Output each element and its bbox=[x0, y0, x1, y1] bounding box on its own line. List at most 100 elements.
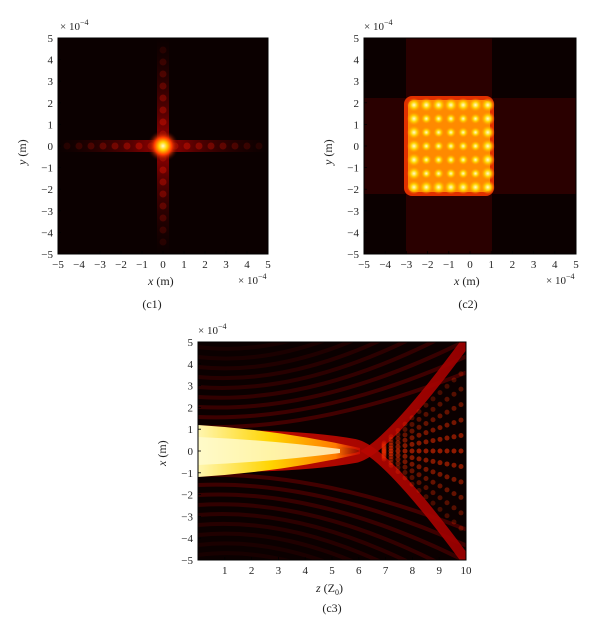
x-tick-label: −1 bbox=[136, 259, 148, 271]
x-tick-label: 4 bbox=[302, 565, 308, 577]
c3-lattice-dot bbox=[409, 461, 415, 467]
c3-lattice-dot bbox=[423, 466, 429, 472]
c3-lattice-dot bbox=[416, 448, 422, 454]
c2-x-exponent: × 10−4 bbox=[546, 272, 574, 287]
c2-maximum bbox=[407, 166, 421, 181]
c3-lattice-dot bbox=[402, 464, 408, 470]
c2-maximum bbox=[480, 139, 495, 154]
c3-lattice-dot bbox=[458, 448, 464, 454]
c3-lattice-dot bbox=[416, 409, 422, 414]
x-tick-label: 5 bbox=[329, 565, 335, 577]
c2-maximum bbox=[445, 126, 457, 138]
c3-lattice-dot bbox=[416, 456, 422, 462]
y-tick-label: 1 bbox=[354, 119, 360, 131]
c1-y-ticks: 5 4 3 2 1 0 −1 −2 −3 −4 −5 bbox=[41, 33, 61, 261]
c2-maximum bbox=[480, 98, 495, 112]
c3-lattice-dot bbox=[395, 427, 401, 433]
c3-lattice-dot bbox=[458, 525, 464, 531]
c3-lattice-dot bbox=[388, 442, 394, 448]
c1-lobe-dot bbox=[159, 202, 167, 210]
y-tick-label: 3 bbox=[48, 76, 54, 88]
c3-fringe bbox=[198, 342, 327, 361]
chart-c1: −5 −4 −3 −2 −1 0 1 2 3 4 5 5 4 3 2 1 0 −1 −2 −3 −4 −5 × 10−4… bbox=[15, 18, 271, 311]
c1-y-exponent: × 10−4 bbox=[60, 18, 88, 33]
c2-maximum bbox=[433, 113, 445, 125]
c3-lattice-dot bbox=[430, 396, 436, 402]
c1-lobe-dot bbox=[87, 142, 95, 150]
c2-maximum bbox=[407, 98, 421, 112]
x-tick-label: −2 bbox=[115, 259, 127, 271]
x-tick-label: 8 bbox=[410, 565, 416, 577]
c1-x-label: x (m) bbox=[147, 274, 174, 288]
c2-maximum bbox=[457, 168, 469, 179]
c3-fringe bbox=[198, 551, 293, 560]
c3-y-label: x (m) bbox=[155, 440, 169, 467]
c1-lobe-dot bbox=[159, 82, 167, 90]
c3-lattice-dot bbox=[381, 448, 387, 454]
c3-lattice-dot bbox=[381, 440, 387, 446]
c2-x-ticks: −5 −4 −3 −2 −1 0 1 2 3 4 5 bbox=[358, 251, 579, 271]
c3-lattice-dot bbox=[423, 457, 429, 463]
x-tick-label: 4 bbox=[552, 259, 558, 271]
c3-lattice-dot bbox=[416, 432, 422, 438]
c1-lobe-dot bbox=[75, 142, 83, 150]
x-tick-label: 1 bbox=[222, 565, 228, 577]
c3-fringe bbox=[198, 342, 382, 381]
c1-lobe-dot bbox=[159, 190, 167, 198]
y-tick-label: 4 bbox=[188, 359, 194, 371]
x-tick-label: 6 bbox=[356, 565, 362, 577]
c3-lattice-dot bbox=[416, 480, 422, 486]
c3-lattice-dot bbox=[444, 487, 450, 493]
c3-lattice-dot bbox=[458, 463, 464, 469]
c2-maximum bbox=[457, 140, 469, 152]
c3-lattice-dot bbox=[430, 500, 436, 506]
c3-lattice-dot bbox=[437, 413, 443, 419]
c3-lattice-dot bbox=[381, 456, 387, 462]
c3-lattice-dot bbox=[409, 468, 415, 474]
c3-lattice-dot bbox=[437, 425, 443, 431]
y-tick-label: −5 bbox=[347, 249, 359, 261]
c1-lobe-dot bbox=[63, 142, 71, 150]
x-tick-label: 1 bbox=[488, 259, 494, 271]
c3-lattice-dot bbox=[458, 494, 464, 500]
c2-maximum bbox=[445, 140, 457, 152]
y-tick-label: 2 bbox=[354, 98, 360, 110]
c3-lattice-dot bbox=[437, 448, 443, 454]
c3-lattice-dot bbox=[423, 448, 429, 454]
c2-maximum bbox=[470, 140, 481, 152]
c1-lobe-dot bbox=[111, 142, 119, 150]
c3-lattice-dot bbox=[395, 452, 401, 458]
c1-lobe-dot bbox=[159, 178, 167, 186]
c2-maximum bbox=[456, 98, 471, 112]
c3-lattice-dot bbox=[388, 439, 394, 445]
c3-lattice-dot bbox=[409, 481, 415, 487]
c3-lattice-dot bbox=[444, 383, 450, 389]
c2-maxima-grid bbox=[407, 98, 495, 195]
y-tick-label: 0 bbox=[354, 141, 360, 153]
c2-y-ticks: 5 4 3 2 1 0 −1 −2 −3 −4 −5 bbox=[347, 33, 367, 261]
c3-lattice-dot bbox=[423, 485, 429, 491]
c3-lattice-dot bbox=[381, 453, 387, 459]
c3-lattice-dot bbox=[423, 494, 429, 500]
y-tick-label: 0 bbox=[48, 141, 54, 153]
c2-maximum bbox=[480, 166, 495, 181]
c3-lattice-dot bbox=[402, 432, 408, 438]
c3-fringe bbox=[198, 342, 438, 400]
c3-lattice-dot bbox=[430, 490, 436, 496]
c2-maximum bbox=[456, 180, 471, 195]
x-tick-label: −2 bbox=[422, 259, 434, 271]
c3-lattice-dot bbox=[437, 401, 443, 407]
c3-lattice-dot bbox=[430, 458, 436, 464]
x-tick-label: −4 bbox=[379, 259, 391, 271]
c3-lattice-dot bbox=[381, 443, 387, 449]
y-tick-label: 1 bbox=[48, 119, 54, 131]
c3-lattice-dot bbox=[451, 505, 457, 511]
c3-lattice-dot bbox=[444, 461, 450, 467]
c3-lattice-dot bbox=[451, 448, 457, 454]
c3-lattice-dot bbox=[395, 456, 401, 462]
c3-lattice-dot bbox=[402, 448, 408, 454]
y-tick-label: −3 bbox=[181, 511, 193, 523]
x-tick-label: 2 bbox=[249, 565, 255, 577]
x-tick-label: 3 bbox=[531, 259, 537, 271]
